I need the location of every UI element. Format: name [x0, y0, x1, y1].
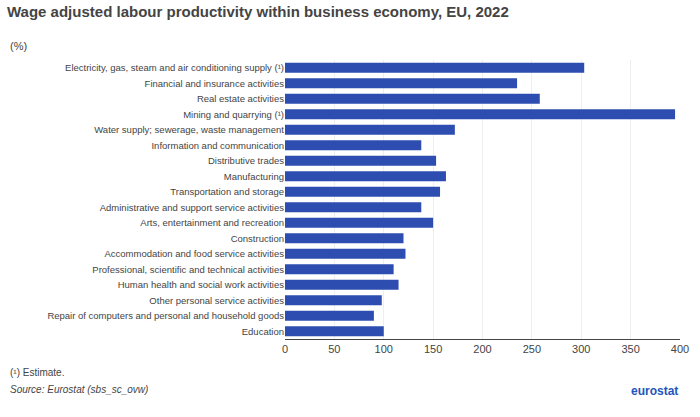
svg-text:Distributive trades: Distributive trades — [208, 155, 284, 166]
svg-text:Water supply; sewerage, waste: Water supply; sewerage, waste management — [94, 124, 284, 135]
svg-text:Human health and social work a: Human health and social work activities — [118, 279, 285, 290]
svg-text:Manufacturing: Manufacturing — [224, 171, 284, 182]
svg-text:Construction: Construction — [231, 233, 284, 244]
svg-text:0: 0 — [282, 343, 288, 355]
svg-text:400: 400 — [671, 343, 689, 355]
svg-text:Source: Eurostat (sbs_sc_ovw): Source: Eurostat (sbs_sc_ovw) — [10, 384, 148, 395]
svg-text:(¹) Estimate.: (¹) Estimate. — [10, 367, 64, 378]
svg-text:Other personal service activit: Other personal service activities — [149, 295, 284, 306]
svg-text:(%): (%) — [10, 40, 27, 52]
svg-text:50: 50 — [328, 343, 340, 355]
svg-text:Real estate activities: Real estate activities — [197, 93, 284, 104]
svg-text:Transportation and storage: Transportation and storage — [170, 186, 284, 197]
svg-text:200: 200 — [473, 343, 491, 355]
svg-text:Education: Education — [242, 326, 284, 337]
svg-text:150: 150 — [424, 343, 442, 355]
svg-text:350: 350 — [621, 343, 639, 355]
svg-text:Administrative and support ser: Administrative and support service activ… — [100, 202, 285, 213]
svg-text:Repair of computers and person: Repair of computers and personal and hou… — [47, 310, 284, 321]
svg-text:Arts, entertainment and recrea: Arts, entertainment and recreation — [140, 217, 284, 228]
svg-text:Information and communication: Information and communication — [151, 140, 284, 151]
svg-text:Professional, scientific and t: Professional, scientific and technical a… — [92, 264, 284, 275]
svg-text:100: 100 — [375, 343, 393, 355]
svg-text:Electricity, gas, steam and ai: Electricity, gas, steam and air conditio… — [65, 62, 284, 73]
svg-text:250: 250 — [523, 343, 541, 355]
svg-text:300: 300 — [572, 343, 590, 355]
svg-text:Wage adjusted labour productiv: Wage adjusted labour productivity within… — [7, 3, 509, 20]
svg-text:eurostat: eurostat — [631, 384, 678, 398]
svg-text:Financial and insurance activi: Financial and insurance activities — [145, 78, 285, 89]
svg-text:Mining and quarrying (¹): Mining and quarrying (¹) — [183, 109, 284, 120]
svg-text:Accommodation and food service: Accommodation and food service activitie… — [104, 248, 284, 259]
